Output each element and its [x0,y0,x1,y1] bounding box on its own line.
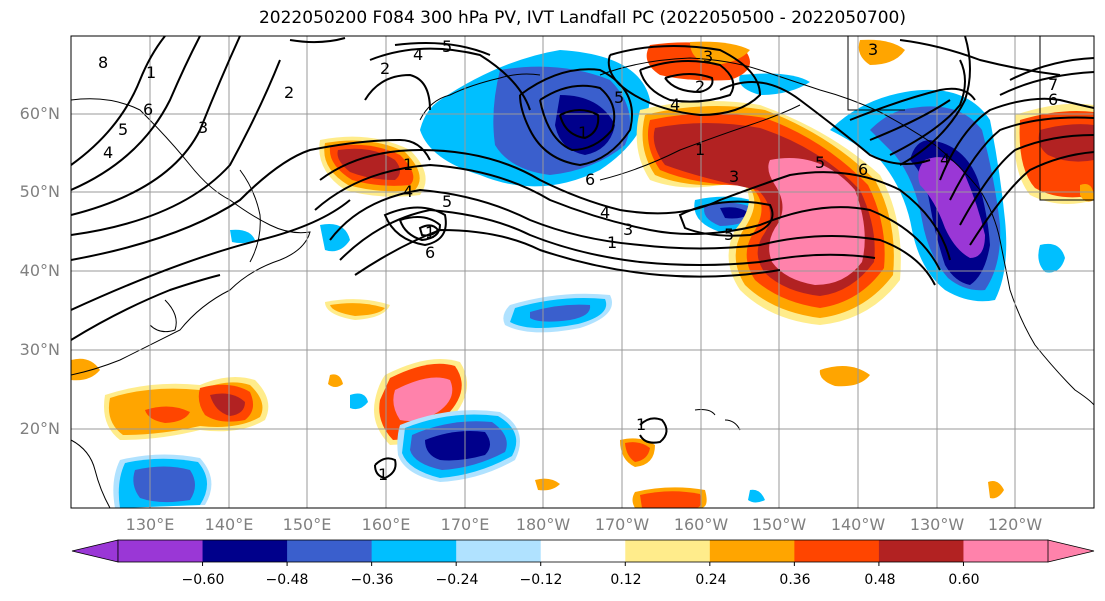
contour-label: 6 [858,160,868,179]
contour-label: 5 [442,192,452,211]
map-title: 2022050200 F084 300 hPa PV, IVT Landfall… [258,8,906,28]
colorbar-tick-label: 0.12 [610,572,642,588]
contour-label: 4 [670,95,680,114]
contour-label: 7 [1048,75,1058,94]
colorbar-frame [117,539,1049,563]
lon-label: 120°W [987,515,1043,534]
contour-label: 5 [614,88,624,107]
lon-label: 130°E [125,515,175,534]
lon-label: 150°E [282,515,332,534]
contour-label: 3 [868,40,878,59]
lat-label: 40°N [19,261,60,280]
contour-label: 1 [636,415,646,434]
contour-label: 6 [425,243,435,262]
contour-label: 5 [815,153,825,172]
colorbar-tick-label: −0.60 [181,572,225,588]
contour-label: 2 [284,83,294,102]
colorbar-tick-label: −0.48 [265,572,309,588]
colorbar-tick-label: 0.60 [948,572,980,588]
shade-midlat-patches [230,229,870,387]
colorbar-segment [709,540,795,562]
coastlines [71,36,1094,508]
colorbar-extend-high [1047,539,1095,563]
colorbar-segment [371,540,457,562]
contour-label: 2 [695,77,705,96]
contour-label: 4 [403,182,413,201]
contour-label: 1 [695,140,705,159]
colorbar-extend-low [71,539,119,563]
colorbar-segment [878,540,964,562]
colorbar-tick-label: 0.48 [864,572,896,588]
colorbar [71,539,1095,566]
colorbar-segment [540,540,626,562]
contour-label: 3 [703,47,713,66]
shade-positive-northpacific [636,39,1094,325]
lon-label: 150°W [751,515,807,534]
ivt-contours [71,36,1094,480]
colorbar-segment [963,540,1049,562]
contour-label: 4 [103,143,113,162]
colorbar-segment [456,540,542,562]
lon-label: 160°W [673,515,729,534]
contour-label: 1 [146,63,156,82]
contour-label: 1 [607,233,617,252]
contour-label: 6 [1048,90,1058,109]
colorbar-segment [118,540,204,562]
contour-labels: 8 1 6 5 4 3 2 5 4 2 1 4 5 6 1 4 3 1 4 5 … [98,37,1058,484]
contour-label: 5 [724,225,734,244]
pv-shading [71,39,1094,508]
contour-label: 1 [578,123,588,142]
lon-label: 140°W [830,515,886,534]
colorbar-tick-label: 0.24 [695,572,727,588]
contour-label: 8 [98,53,108,72]
contour-label: 3 [623,220,633,239]
lat-label: 60°N [19,104,60,123]
map-frame [70,35,1095,509]
contour-label: 5 [118,120,128,139]
contour-label: 4 [600,203,610,222]
contour-label: 1 [403,155,413,174]
contour-label: 1 [425,223,435,242]
gridlines [71,36,1094,508]
lon-label: 140°E [204,515,254,534]
lon-label: 170°E [440,515,490,534]
contour-label: 3 [729,167,739,186]
contour-label: 1 [378,465,388,484]
colorbar-segment [202,540,288,562]
contour-label: 3 [198,118,208,137]
lon-label: 160°E [361,515,411,534]
colorbar-tick-label: 0.36 [779,572,811,588]
contour-label: 4 [940,150,950,169]
colorbar-segment [794,540,880,562]
shade-negative-northamerica [830,89,1065,302]
contour-label: 2 [380,59,390,78]
contour-label: 6 [585,170,595,189]
lat-label: 20°N [19,419,60,438]
lon-label: 170°W [594,515,650,534]
colorbar-tick-label: −0.12 [519,572,563,588]
lon-label: 130°W [909,515,965,534]
colorbar-segment [625,540,711,562]
lat-label: 50°N [19,182,60,201]
lon-label: 180°W [515,515,571,534]
colorbar-tick-label: −0.36 [350,572,394,588]
lat-label: 30°N [19,340,60,359]
colorbar-segment [287,540,373,562]
contour-label: 5 [442,37,452,56]
shade-subtropical [71,358,1004,508]
contour-label: 4 [413,45,423,64]
colorbar-tick-label: −0.24 [435,572,479,588]
contour-label: 6 [143,100,153,119]
